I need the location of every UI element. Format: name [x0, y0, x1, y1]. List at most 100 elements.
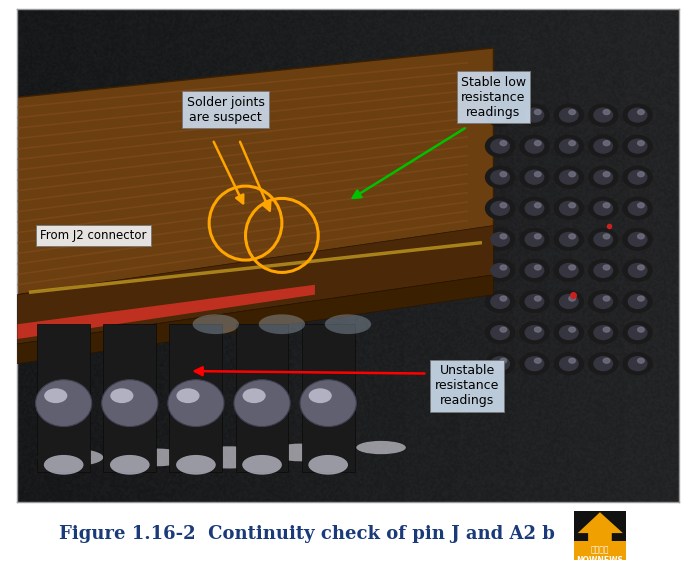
Ellipse shape: [269, 443, 335, 462]
Circle shape: [535, 141, 541, 146]
Circle shape: [623, 291, 652, 312]
Circle shape: [554, 197, 583, 219]
Circle shape: [628, 295, 647, 308]
Circle shape: [525, 201, 544, 215]
Text: Unstable
resistance
readings: Unstable resistance readings: [435, 365, 499, 407]
Circle shape: [638, 141, 644, 146]
Text: Figure 1.16-2  Continuity check of pin J and A2 b: Figure 1.16-2 Continuity check of pin J …: [59, 526, 555, 543]
Circle shape: [628, 232, 647, 246]
Circle shape: [520, 166, 549, 188]
Circle shape: [535, 296, 541, 301]
Circle shape: [623, 104, 652, 126]
Circle shape: [560, 264, 578, 277]
Circle shape: [603, 234, 610, 239]
Circle shape: [520, 136, 549, 157]
Circle shape: [594, 357, 612, 371]
Circle shape: [623, 353, 652, 375]
Circle shape: [638, 234, 644, 239]
Circle shape: [491, 170, 509, 184]
Ellipse shape: [168, 380, 224, 426]
Circle shape: [560, 139, 578, 153]
Circle shape: [623, 260, 652, 281]
Circle shape: [603, 141, 610, 146]
Circle shape: [491, 264, 509, 277]
Ellipse shape: [110, 455, 150, 475]
Circle shape: [560, 357, 578, 371]
Text: Solder joints
are suspect: Solder joints are suspect: [187, 96, 264, 124]
Circle shape: [638, 109, 644, 115]
Ellipse shape: [308, 388, 332, 403]
Text: 今日新聞
NOWNEWS: 今日新聞 NOWNEWS: [576, 545, 624, 565]
Bar: [302, 324, 355, 472]
Circle shape: [520, 197, 549, 219]
Circle shape: [486, 229, 514, 250]
Text: Stable low
resistance
readings: Stable low resistance readings: [461, 76, 526, 119]
Circle shape: [589, 166, 618, 188]
Circle shape: [594, 325, 612, 340]
Circle shape: [603, 327, 610, 332]
Circle shape: [623, 321, 652, 344]
Circle shape: [589, 353, 618, 375]
Circle shape: [525, 295, 544, 308]
Circle shape: [589, 260, 618, 281]
Circle shape: [525, 108, 544, 122]
Circle shape: [525, 264, 544, 277]
Ellipse shape: [35, 380, 92, 426]
Circle shape: [491, 139, 509, 153]
Circle shape: [554, 291, 583, 312]
Ellipse shape: [308, 455, 348, 475]
Ellipse shape: [44, 455, 84, 475]
Circle shape: [589, 197, 618, 219]
Bar: [38, 324, 90, 472]
Circle shape: [535, 172, 541, 177]
Circle shape: [535, 109, 541, 115]
Circle shape: [638, 203, 644, 208]
Ellipse shape: [325, 314, 371, 334]
Circle shape: [569, 358, 576, 363]
Circle shape: [628, 201, 647, 215]
Circle shape: [554, 260, 583, 281]
Circle shape: [638, 296, 644, 301]
Circle shape: [589, 229, 618, 250]
Circle shape: [491, 295, 509, 308]
Circle shape: [554, 104, 583, 126]
Circle shape: [623, 229, 652, 250]
Circle shape: [520, 104, 549, 126]
Circle shape: [525, 139, 544, 153]
Circle shape: [535, 234, 541, 239]
Circle shape: [569, 234, 576, 239]
Circle shape: [628, 108, 647, 122]
Circle shape: [491, 201, 509, 215]
Circle shape: [500, 265, 507, 270]
Circle shape: [500, 172, 507, 177]
Ellipse shape: [38, 448, 104, 466]
Circle shape: [486, 291, 514, 312]
Circle shape: [486, 353, 514, 375]
Circle shape: [638, 172, 644, 177]
Circle shape: [520, 260, 549, 281]
Circle shape: [569, 109, 576, 115]
Circle shape: [628, 325, 647, 340]
Circle shape: [491, 232, 509, 246]
Circle shape: [500, 203, 507, 208]
Circle shape: [486, 260, 514, 281]
Ellipse shape: [102, 380, 158, 426]
Circle shape: [569, 296, 576, 301]
Circle shape: [500, 109, 507, 115]
Ellipse shape: [356, 441, 406, 454]
Ellipse shape: [188, 446, 270, 468]
Circle shape: [486, 166, 514, 188]
Circle shape: [500, 327, 507, 332]
Ellipse shape: [242, 388, 266, 403]
Circle shape: [594, 295, 612, 308]
Ellipse shape: [259, 314, 305, 334]
Circle shape: [520, 321, 549, 344]
Circle shape: [638, 358, 644, 363]
Circle shape: [554, 166, 583, 188]
Circle shape: [594, 139, 612, 153]
Polygon shape: [17, 226, 493, 344]
Circle shape: [569, 203, 576, 208]
Circle shape: [491, 325, 509, 340]
Circle shape: [628, 264, 647, 277]
Circle shape: [491, 108, 509, 122]
